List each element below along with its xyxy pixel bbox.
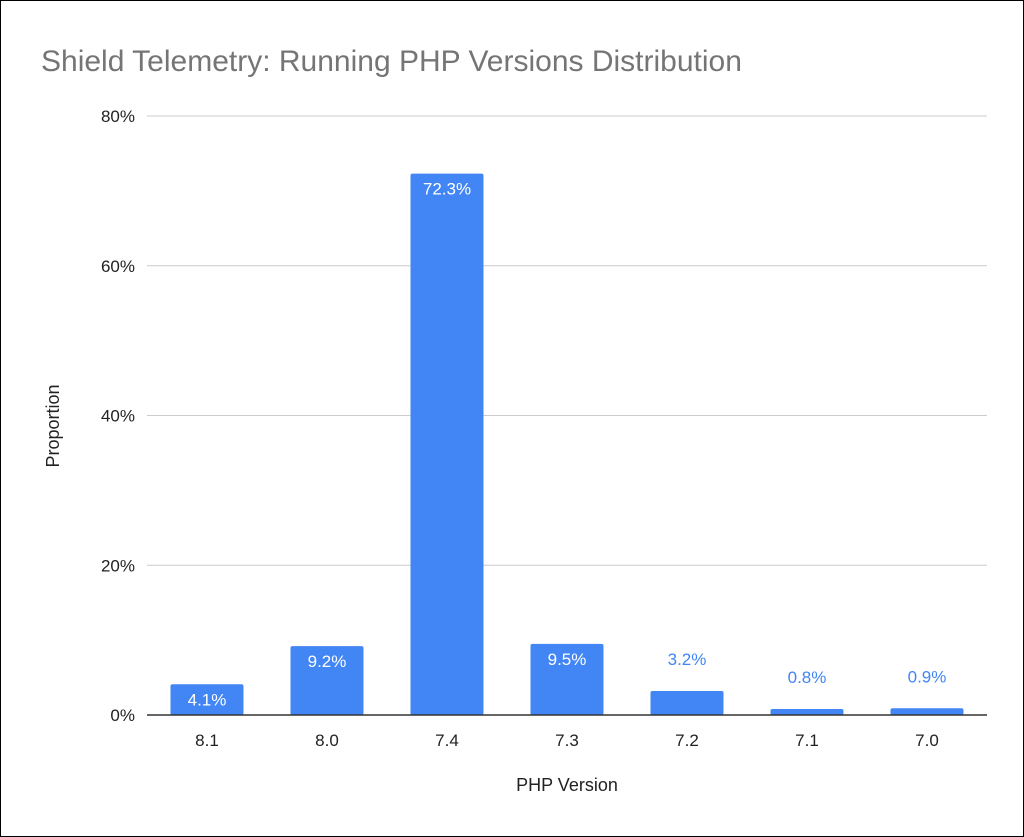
- x-axis-title: PHP Version: [516, 775, 618, 795]
- bar-7.0: [890, 708, 964, 715]
- bar-8.1: [170, 684, 244, 715]
- bar-value-label: 9.5%: [548, 650, 587, 669]
- bar-value-label: 9.2%: [308, 652, 347, 671]
- bar-7.4: [410, 173, 484, 715]
- bar-7.3: [530, 643, 604, 715]
- y-axis-ticks: 0% 20% 40% 60% 80%: [101, 107, 135, 725]
- bar-value-label: 0.9%: [908, 667, 947, 686]
- y-tick-label: 40%: [101, 407, 135, 426]
- x-tick-label: 7.3: [555, 731, 579, 750]
- y-tick-label: 0%: [110, 706, 135, 725]
- y-axis-title: Proportion: [43, 384, 63, 467]
- bar-7.2: [650, 691, 724, 715]
- y-tick-label: 80%: [101, 107, 135, 126]
- x-tick-label: 7.1: [795, 731, 819, 750]
- bar-7.1: [770, 709, 844, 715]
- x-tick-label: 8.1: [195, 731, 219, 750]
- chart-title: Shield Telemetry: Running PHP Versions D…: [41, 45, 742, 78]
- x-axis-ticks: 8.1 8.0 7.4 7.3 7.2 7.1 7.0: [195, 731, 939, 750]
- bar-value-label: 72.3%: [423, 180, 471, 199]
- gridlines: [147, 115, 987, 566]
- bar-value-label: 4.1%: [188, 690, 227, 709]
- y-tick-label: 20%: [101, 556, 135, 575]
- x-tick-label: 7.2: [675, 731, 699, 750]
- x-tick-label: 7.4: [435, 731, 459, 750]
- bars: 4.1% 9.2% 72.3% 9.5% 3.2% 0.8% 0.9%: [170, 173, 964, 715]
- x-tick-label: 7.0: [915, 731, 939, 750]
- bar-value-label: 0.8%: [788, 668, 827, 687]
- y-tick-label: 60%: [101, 257, 135, 276]
- bar-value-label: 3.2%: [668, 650, 707, 669]
- bar-8.0: [290, 646, 364, 715]
- x-tick-label: 8.0: [315, 731, 339, 750]
